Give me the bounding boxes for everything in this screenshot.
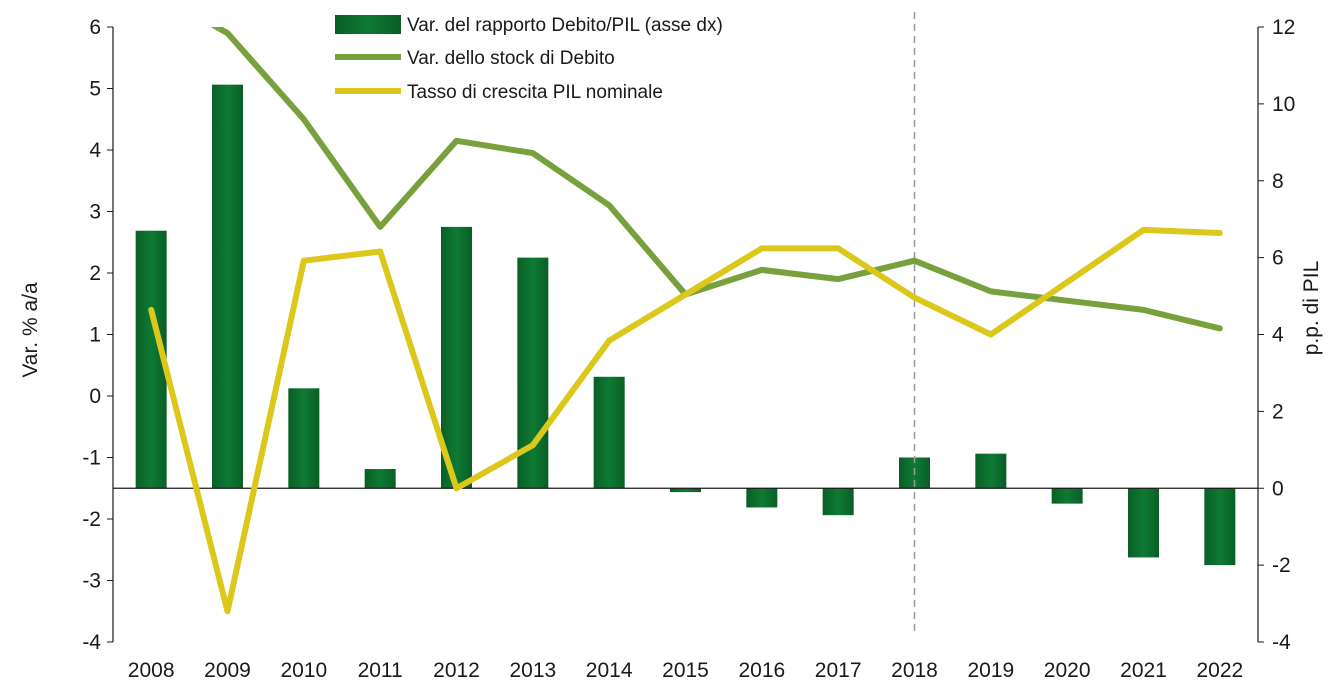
bar-2019 (975, 453, 1007, 489)
series-line-2 (148, 226, 1223, 615)
x-tick-label: 2018 (891, 659, 938, 682)
tick-label-left: 2 (89, 262, 101, 285)
bar-series (135, 84, 1236, 566)
bar-2017 (822, 488, 854, 516)
tick-label-right: 10 (1272, 93, 1295, 116)
tick-label-right: 0 (1272, 477, 1284, 500)
tick-label-left: 3 (89, 201, 101, 224)
tick-label-left: -2 (82, 508, 101, 531)
x-tick-label: 2021 (1120, 659, 1167, 682)
x-tick-label: 2011 (358, 659, 403, 682)
x-tick-label: 2009 (204, 659, 251, 682)
bar-2021 (1128, 488, 1159, 558)
tick-label-right: 4 (1272, 324, 1284, 347)
bar-2015 (670, 488, 701, 493)
y-axis-title-left: Var. % a/a (19, 282, 42, 378)
legend-label: Var. dello stock di Debito (407, 48, 615, 69)
tick-label-left: -3 (82, 570, 101, 593)
tick-label-left: -4 (82, 631, 101, 654)
x-axis-ticks: 2008 2009 2010 2011 2012 2013 2014 2015 2016 2017… (128, 659, 1243, 682)
bar-2011 (364, 469, 396, 489)
tick-label-left: -1 (82, 447, 101, 470)
x-tick-label: 2016 (738, 659, 785, 682)
tick-label-left: 0 (89, 385, 101, 408)
bar-2016 (746, 488, 778, 508)
bar-2012 (441, 226, 472, 489)
x-tick-label: 2013 (509, 659, 556, 682)
tick-label-left: 6 (89, 16, 101, 39)
legend-label: Tasso di crescita PIL nominale (407, 82, 663, 103)
bar-2014 (593, 376, 625, 489)
tick-label-left: 1 (89, 324, 101, 347)
bar-2010 (288, 388, 320, 489)
x-tick-label: 2015 (662, 659, 709, 682)
y-axis-title-right: p.p. di PIL (1300, 261, 1323, 356)
series-line-1 (210, 27, 1223, 332)
tick-label-right: -2 (1272, 554, 1291, 577)
tick-label-right: 8 (1272, 170, 1284, 193)
x-tick-label: 2022 (1196, 659, 1243, 682)
x-tick-label: 2010 (280, 659, 327, 682)
tick-label-right: -4 (1272, 631, 1291, 654)
tick-label-right: 6 (1272, 247, 1284, 270)
line-series (148, 27, 1223, 615)
tick-label-right: 2 (1272, 400, 1284, 423)
bar-2020 (1051, 488, 1083, 504)
x-tick-label: 2008 (128, 659, 175, 682)
x-tick-label: 2017 (815, 659, 862, 682)
x-tick-label: 2014 (586, 659, 633, 682)
tick-label-right: 12 (1272, 16, 1295, 39)
legend-swatch-bar (335, 15, 401, 34)
x-tick-label: 2019 (967, 659, 1014, 682)
legend: Var. del rapporto Debito/PIL (asse dx) Va… (335, 15, 723, 103)
x-tick-label: 2020 (1044, 659, 1091, 682)
bar-2009 (212, 84, 243, 489)
left-axis-ticks: 6 5 4 3 2 1 0 -1 -2 -3 -4 (82, 16, 113, 654)
legend-label: Var. del rapporto Debito/PIL (asse dx) (407, 15, 723, 36)
bar-2022 (1204, 488, 1236, 566)
tick-label-left: 5 (89, 78, 101, 101)
x-tick-label: 2012 (433, 659, 480, 682)
tick-label-left: 4 (89, 139, 101, 162)
right-axis-ticks: 12 10 8 6 4 2 0 -2 -4 (1258, 16, 1295, 654)
